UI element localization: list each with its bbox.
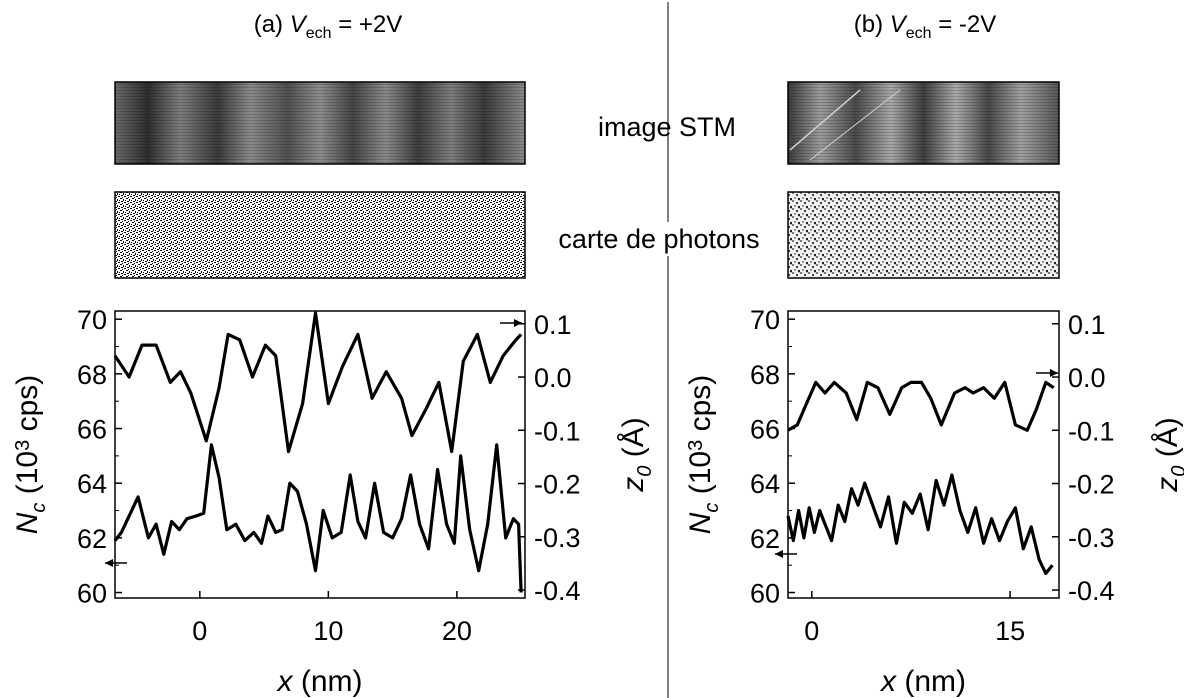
y-right-tick-label: -0.3 [534,523,581,553]
y-right-tick-label: -0.1 [534,416,581,446]
y-left-axis-label: Nc (103 cps) [684,375,723,535]
y-right-axis-label: z0 (Å) [1151,417,1184,492]
x-tick-label: 15 [995,616,1025,646]
x-axis-label: x (nm) [276,665,363,698]
y-left-tick-label: 66 [77,415,107,445]
y-right-axis-label: z0 (Å) [617,417,656,492]
y-right-tick-label: -0.2 [1068,470,1115,500]
y-left-tick-label: 64 [750,469,780,499]
left-axis-arrow-head [105,559,113,567]
y-left-axis-label: Nc (103 cps) [11,375,50,535]
right-axis-arrow-head [1050,369,1058,377]
left-axis-arrow-head [775,550,783,558]
x-tick-label: 20 [442,616,472,646]
z0-series-line [113,311,523,454]
y-left-tick-label: 70 [77,305,107,335]
photon-map-a [114,191,526,279]
photon-label-bg [532,222,786,256]
y-right-tick-label: 0.0 [534,363,572,393]
y-left-tick-label: 62 [77,524,107,554]
x-tick-label: 10 [313,616,343,646]
nc-series-line [113,443,523,593]
y-left-tick-label: 68 [77,360,107,390]
x-tick-label: 0 [804,616,819,646]
z0-series-line [787,380,1055,432]
y-left-tick-label: 68 [750,360,780,390]
y-right-tick-label: -0.2 [534,470,581,500]
nc-series-line [786,473,1054,576]
y-right-tick-label: -0.4 [1068,576,1115,606]
right-axis-arrow-head [514,319,522,327]
plot-frame [114,310,526,599]
y-left-tick-label: 64 [77,469,107,499]
stm-image-a [114,81,526,165]
chart-a: 60 62 64 66 68 70 0.1 0.0 -0.1 -0.2 -0.3 -0.4 0 10 20 N… [11,305,656,698]
x-axis-label: x (nm) [879,665,966,698]
photon-map-b [787,191,1060,279]
y-right-tick-label: -0.4 [534,576,581,606]
x-tick-label: 0 [192,616,207,646]
y-left-tick-label: 60 [750,579,780,609]
y-right-tick-label: 0.1 [1068,310,1106,340]
stm-image-b [787,81,1060,165]
y-left-tick-label: 70 [750,305,780,335]
stm-image-label: image STM [598,112,736,142]
plot-frame [787,310,1060,599]
panel-a-title: (a) Vech = +2V [254,11,403,42]
y-left-tick-label: 62 [750,524,780,554]
chart-b: 60 62 64 66 68 70 0.1 0.0 -0.1 -0.2 -0.3 -0.4 0 15 Nc … [684,305,1184,698]
y-right-tick-label: 0.1 [534,310,572,340]
y-left-tick-label: 60 [77,579,107,609]
y-left-tick-label: 66 [750,415,780,445]
y-right-tick-label: -0.1 [1068,416,1115,446]
photon-map-label: carte de photons [558,224,759,254]
y-right-tick-label: 0.0 [1068,363,1106,393]
panel-b-title: (b) Vech = -2V [854,11,997,42]
y-right-tick-label: -0.3 [1068,523,1115,553]
